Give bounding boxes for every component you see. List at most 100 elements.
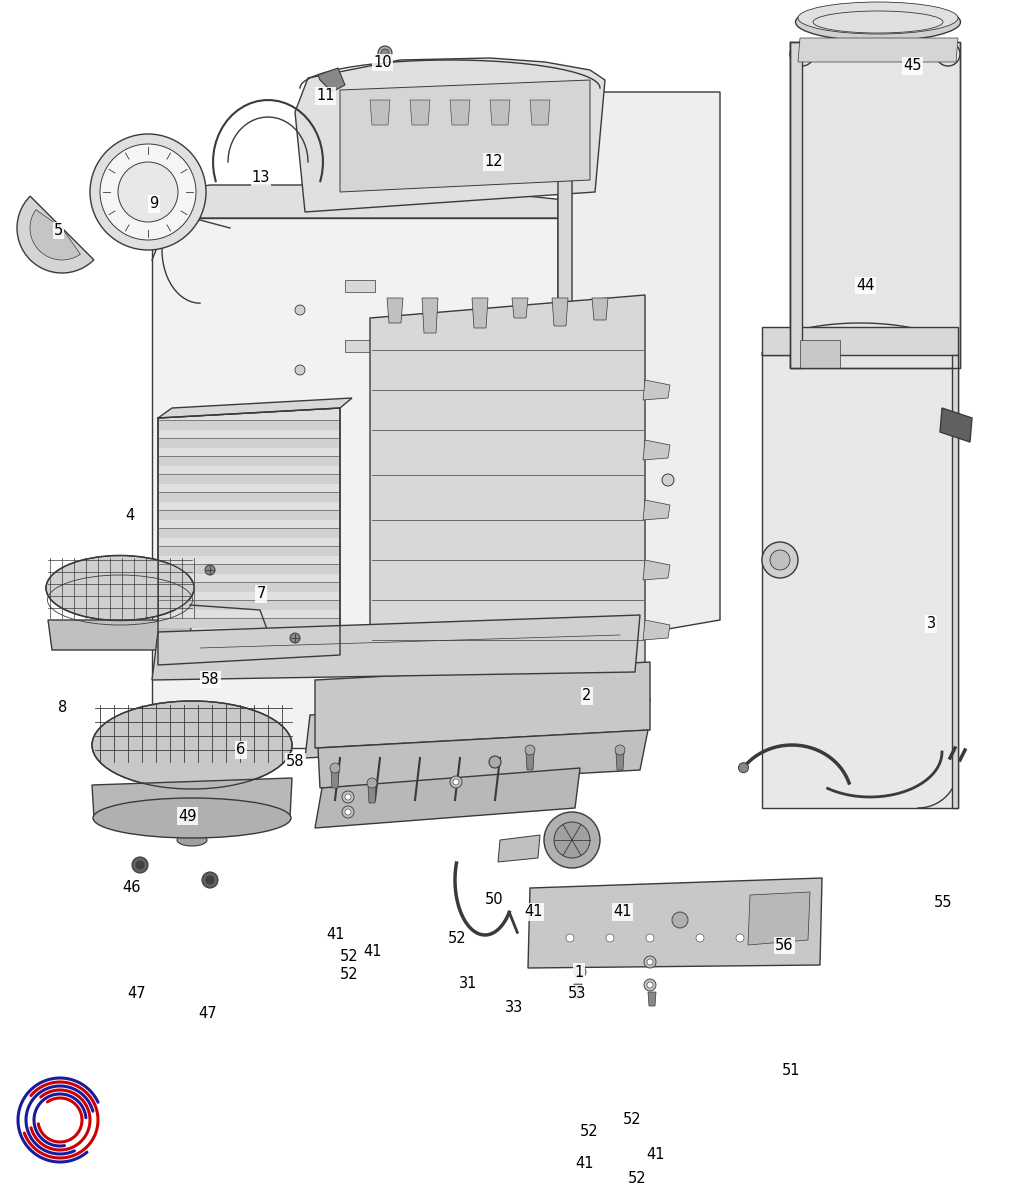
- Text: 52: 52: [340, 967, 358, 982]
- Polygon shape: [159, 546, 339, 556]
- Circle shape: [90, 134, 206, 250]
- Polygon shape: [642, 440, 669, 460]
- Polygon shape: [939, 408, 971, 442]
- Ellipse shape: [92, 701, 292, 790]
- Circle shape: [573, 966, 585, 978]
- Polygon shape: [951, 355, 957, 808]
- Text: 41: 41: [575, 1157, 593, 1171]
- Circle shape: [378, 46, 391, 60]
- Circle shape: [380, 49, 388, 56]
- Circle shape: [345, 809, 351, 815]
- Text: 3: 3: [925, 617, 935, 631]
- Circle shape: [295, 425, 304, 434]
- Polygon shape: [790, 42, 801, 368]
- Circle shape: [671, 912, 687, 928]
- Polygon shape: [317, 68, 345, 92]
- Text: 55: 55: [933, 895, 951, 910]
- Circle shape: [646, 959, 652, 965]
- Text: 47: 47: [127, 986, 146, 1001]
- Circle shape: [525, 745, 535, 755]
- Polygon shape: [159, 618, 339, 628]
- Polygon shape: [370, 295, 644, 702]
- Polygon shape: [800, 340, 839, 368]
- Circle shape: [100, 144, 196, 240]
- Polygon shape: [159, 420, 339, 430]
- Polygon shape: [345, 280, 375, 292]
- Text: 58: 58: [201, 672, 219, 686]
- Polygon shape: [761, 355, 957, 808]
- Polygon shape: [557, 92, 719, 648]
- Circle shape: [367, 778, 377, 788]
- Text: 52: 52: [340, 949, 358, 964]
- Polygon shape: [317, 730, 647, 788]
- Polygon shape: [497, 835, 540, 862]
- Polygon shape: [798, 38, 957, 62]
- Circle shape: [450, 776, 462, 788]
- Circle shape: [696, 934, 704, 942]
- Text: 2: 2: [581, 689, 591, 703]
- Polygon shape: [761, 326, 957, 355]
- Text: 52: 52: [628, 1171, 646, 1186]
- Text: 7: 7: [256, 587, 266, 601]
- Polygon shape: [528, 878, 821, 968]
- Polygon shape: [647, 992, 655, 1006]
- Polygon shape: [152, 185, 564, 218]
- Polygon shape: [573, 984, 581, 998]
- Polygon shape: [557, 88, 571, 648]
- Text: 41: 41: [646, 1147, 664, 1162]
- Polygon shape: [152, 614, 639, 680]
- Polygon shape: [422, 298, 438, 332]
- Polygon shape: [512, 298, 528, 318]
- Polygon shape: [295, 58, 605, 212]
- Text: 41: 41: [327, 928, 345, 942]
- Text: 41: 41: [524, 905, 542, 919]
- Polygon shape: [159, 474, 339, 484]
- Text: 10: 10: [373, 55, 391, 70]
- Polygon shape: [304, 698, 649, 758]
- Circle shape: [544, 812, 600, 868]
- Ellipse shape: [177, 834, 207, 846]
- Text: 11: 11: [316, 89, 335, 103]
- Text: 47: 47: [198, 1007, 216, 1021]
- Polygon shape: [314, 662, 649, 748]
- Text: 41: 41: [363, 944, 381, 959]
- Polygon shape: [331, 770, 339, 788]
- Polygon shape: [471, 298, 487, 328]
- Circle shape: [643, 956, 655, 968]
- Circle shape: [342, 806, 354, 818]
- Circle shape: [761, 542, 798, 578]
- Circle shape: [453, 779, 459, 785]
- Text: 52: 52: [448, 931, 466, 946]
- Polygon shape: [530, 100, 549, 125]
- Circle shape: [615, 745, 625, 755]
- Text: 33: 33: [504, 1001, 523, 1015]
- Text: 6: 6: [236, 743, 246, 757]
- Text: 13: 13: [252, 170, 270, 185]
- Text: 52: 52: [579, 1124, 598, 1139]
- Polygon shape: [159, 528, 339, 538]
- Polygon shape: [159, 600, 339, 610]
- Polygon shape: [526, 752, 534, 770]
- Polygon shape: [152, 218, 564, 748]
- Polygon shape: [340, 80, 589, 192]
- Polygon shape: [159, 510, 339, 520]
- Text: 5: 5: [54, 223, 64, 238]
- Text: 44: 44: [855, 278, 874, 293]
- Ellipse shape: [798, 2, 957, 34]
- Polygon shape: [616, 752, 624, 770]
- Circle shape: [643, 979, 655, 991]
- Circle shape: [205, 565, 214, 575]
- Text: 8: 8: [58, 701, 68, 715]
- Circle shape: [330, 763, 340, 773]
- Circle shape: [488, 756, 500, 768]
- Circle shape: [646, 982, 652, 988]
- Wedge shape: [17, 196, 94, 272]
- Polygon shape: [158, 398, 352, 418]
- Text: 49: 49: [178, 809, 196, 823]
- Polygon shape: [489, 100, 510, 125]
- Polygon shape: [159, 456, 339, 466]
- Ellipse shape: [45, 556, 194, 620]
- Polygon shape: [159, 438, 339, 448]
- Circle shape: [295, 305, 304, 314]
- Circle shape: [661, 474, 673, 486]
